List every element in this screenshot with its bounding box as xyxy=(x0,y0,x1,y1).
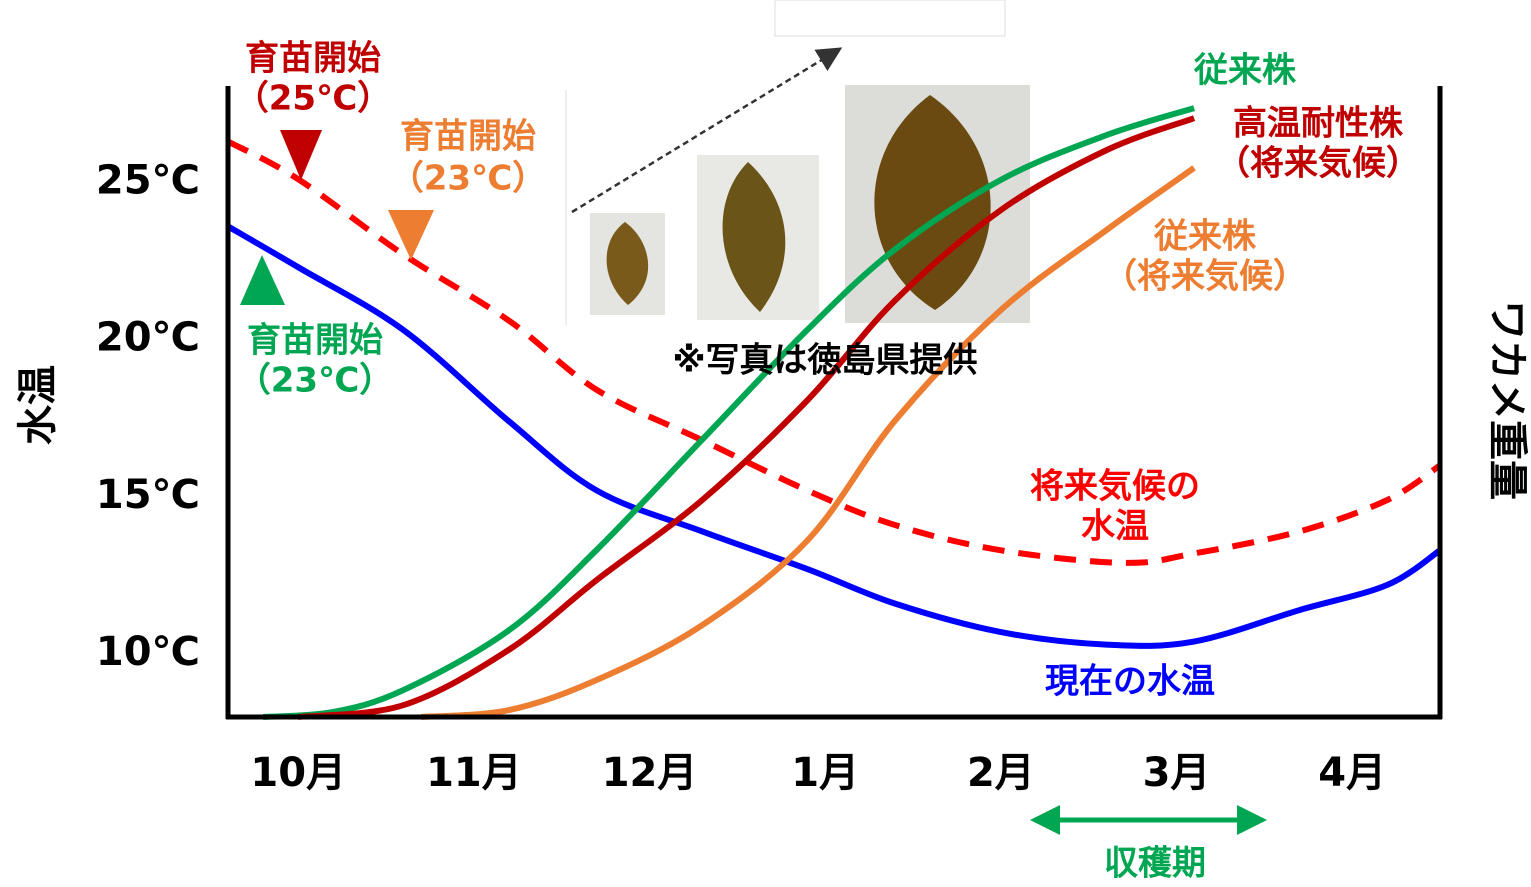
line xyxy=(420,165,1196,720)
y-axis-label: 水温 xyxy=(15,365,61,445)
start-marker xyxy=(240,255,285,305)
annotation: 現在の水温 xyxy=(1045,662,1215,702)
photos xyxy=(565,0,1030,325)
annotation: ※写真は徳島県提供 xyxy=(672,341,977,381)
x-tick-label: 2月 xyxy=(967,750,1035,796)
line xyxy=(262,105,1195,720)
annotation: 高温耐性株 xyxy=(1233,104,1404,144)
start-marker xyxy=(388,210,434,260)
annotation: （25℃） xyxy=(235,79,392,119)
axes xyxy=(225,86,1443,720)
x-tick-label: 10月 xyxy=(250,750,346,796)
annotation: （将来気候） xyxy=(1216,144,1420,184)
annotation: （将来気候） xyxy=(1103,257,1307,297)
line xyxy=(226,138,1442,566)
x-tick-label: 4月 xyxy=(1318,750,1386,796)
line xyxy=(226,223,1442,649)
annotation: 従来株 xyxy=(1193,51,1297,91)
annotation: （23℃） xyxy=(390,159,547,199)
y-tick-label: 20℃ xyxy=(96,315,200,361)
annotation: 育苗開始 xyxy=(247,321,383,361)
annotation: 水温 xyxy=(1081,507,1149,547)
y2-axis-label: ワカメ重量 xyxy=(1484,300,1530,500)
y-tick-label: 25℃ xyxy=(96,157,200,203)
line xyxy=(297,115,1196,720)
annotation: 育苗開始 xyxy=(400,117,536,157)
x-tick-label: 12月 xyxy=(602,750,698,796)
annotation: 育苗開始 xyxy=(245,39,381,79)
x-tick-label: 1月 xyxy=(791,750,859,796)
x-tick-label: 3月 xyxy=(1143,750,1211,796)
annotation: 収穫期 xyxy=(1104,844,1206,884)
start-marker xyxy=(280,130,322,180)
y-tick-label: 10℃ xyxy=(96,629,200,675)
y-tick-label: 15℃ xyxy=(96,472,200,518)
annotation: 従来株 xyxy=(1153,217,1257,257)
annotation: （23℃） xyxy=(237,361,394,401)
x-tick-label: 11月 xyxy=(426,750,522,796)
annotation: 将来気候の xyxy=(1030,467,1200,507)
